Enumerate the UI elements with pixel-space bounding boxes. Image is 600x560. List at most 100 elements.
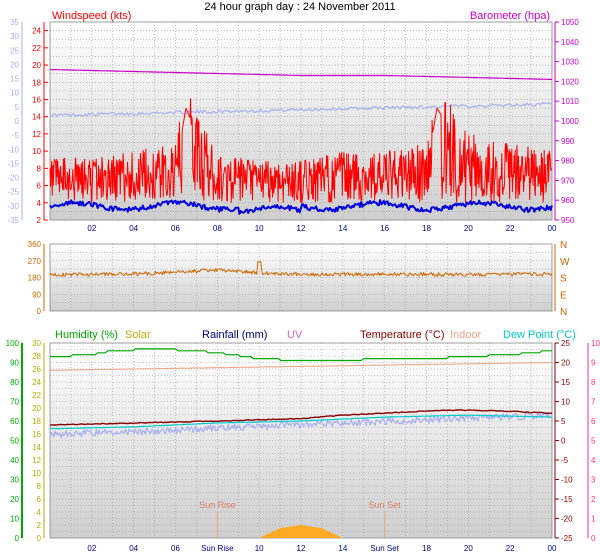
barometer-tick-label: 1020: [561, 77, 579, 86]
windspeed-tick-label: 10: [32, 147, 41, 156]
dewpoint-line: [49, 414, 553, 430]
barometer-tick-label: 1010: [561, 97, 579, 106]
compass-label: S: [560, 274, 567, 285]
temperature-tick-label: 25: [561, 339, 570, 348]
barometer-tick-label: 980: [561, 157, 575, 166]
temperature-tick-label: -15: [561, 495, 573, 504]
solar-tick-label: 10: [32, 469, 41, 478]
faint-temp-tick-label: 30: [10, 32, 19, 41]
x-tick-label: 22: [506, 544, 515, 553]
faint-temp-tick-label: -5: [12, 131, 20, 140]
x-tick-label: 08: [213, 224, 222, 233]
solar-tick-label: 28: [32, 352, 41, 361]
x-tick-label: 12: [297, 224, 306, 233]
direction-tick-label: 270: [28, 257, 42, 266]
uv-tick-label: 3: [591, 476, 596, 485]
temperature-panel-legend: Solar: [125, 329, 151, 341]
windspeed-tick-label: 6: [37, 182, 42, 191]
windspeed-tick-label: 12: [32, 130, 41, 139]
temperature-tick-label: 10: [561, 398, 570, 407]
page-title: 24 hour graph day : 24 November 2011: [204, 1, 395, 13]
x-tick-label: 02: [87, 544, 96, 553]
temperature-tick-label: -20: [561, 515, 573, 524]
x-tick-label: 04: [129, 544, 138, 553]
humidity-tick-label: 70: [10, 398, 19, 407]
x-tick-label: 02: [87, 224, 96, 233]
windspeed-tick-label: 2: [37, 216, 42, 225]
sun-marker-label: Sun Rise: [199, 500, 236, 510]
x-tick-label: 12: [297, 544, 306, 553]
barometer-tick-label: 1050: [561, 18, 579, 27]
faint-temp-tick-label: -15: [7, 159, 19, 168]
x-tick-label: 04: [129, 224, 138, 233]
temperature-tick-label: -5: [561, 456, 569, 465]
x-tick-label: 20: [464, 544, 473, 553]
solar-tick-label: 8: [37, 482, 42, 491]
uv-tick-label: 2: [591, 495, 596, 504]
solar-tick-label: 2: [37, 521, 42, 530]
x-tick-label: 06: [171, 224, 180, 233]
barometer-tick-label: 1040: [561, 38, 579, 47]
uv-tick-label: 9: [591, 359, 596, 368]
windspeed-legend: Windspeed (kts): [52, 10, 131, 22]
x-tick-label: 18: [422, 224, 431, 233]
faint-temp-tick-label: -25: [7, 188, 19, 197]
temperature-panel-legend: Humidity (%): [55, 329, 118, 341]
windspeed-tick-label: 24: [32, 27, 41, 36]
solar-tick-label: 20: [32, 404, 41, 413]
x-tick-label: 14: [338, 544, 347, 553]
temperature-tick-label: 15: [561, 378, 570, 387]
faint-temp-tick-label: -10: [7, 145, 19, 154]
barometer-tick-label: 1030: [561, 58, 579, 67]
temperature-tick-label: 20: [561, 359, 570, 368]
barometer-legend: Barometer (hpa): [470, 10, 550, 22]
solar-tick-label: 30: [32, 339, 41, 348]
humidity-tick-label: 50: [10, 437, 19, 446]
compass-label: W: [560, 257, 570, 268]
faint-temperature-line: [49, 102, 553, 118]
compass-label: E: [560, 290, 567, 301]
temperature-panel-legend: Dew Point (°C): [503, 329, 576, 341]
temperature-panel-legend: Temperature (°C): [360, 329, 444, 341]
barometer-line: [49, 68, 552, 81]
barometer-tick-label: 950: [561, 216, 575, 225]
uv-tick-label: 1: [591, 515, 596, 524]
uv-tick-label: 7: [591, 398, 596, 407]
faint-temp-tick-label: 15: [10, 75, 19, 84]
x-tick-label: 22: [506, 224, 515, 233]
x-tick-label: Sun Set: [370, 544, 399, 553]
x-tick-label: 18: [422, 544, 431, 553]
humidity-tick-label: 30: [10, 476, 19, 485]
windspeed-tick-label: 18: [32, 78, 41, 87]
humidity-tick-label: 10: [10, 515, 19, 524]
direction-tick-label: 0: [37, 307, 42, 316]
x-tick-label: Sun Rise: [201, 544, 234, 553]
solar-tick-label: 0: [37, 534, 42, 543]
barometer-tick-label: 960: [561, 196, 575, 205]
x-tick-label: 20: [464, 224, 473, 233]
uv-tick-label: 8: [591, 378, 596, 387]
sun-marker-label: Sun Set: [369, 500, 402, 510]
solar-tick-label: 22: [32, 391, 41, 400]
uv-tick-label: 10: [591, 339, 600, 348]
faint-temp-tick-label: -30: [7, 202, 19, 211]
faint-temp-tick-label: -35: [7, 216, 19, 225]
x-tick-label: 06: [171, 544, 180, 553]
x-tick-label: 10: [255, 544, 264, 553]
wind-direction-line: [49, 261, 553, 277]
faint-noise-line: [49, 411, 553, 439]
direction-tick-label: 90: [32, 290, 41, 299]
uv-tick-label: 4: [591, 456, 596, 465]
solar-tick-label: 16: [32, 430, 41, 439]
temperature-panel-legend: Indoor: [450, 329, 482, 341]
faint-temp-tick-label: 10: [10, 89, 19, 98]
windspeed-tick-label: 16: [32, 95, 41, 104]
temperature-tick-label: 5: [561, 417, 566, 426]
faint-temp-tick-label: 20: [10, 60, 19, 69]
humidity-tick-label: 60: [10, 417, 19, 426]
barometer-tick-label: 1000: [561, 117, 579, 126]
x-tick-label: 10: [255, 224, 264, 233]
faint-temp-tick-label: 5: [15, 103, 20, 112]
